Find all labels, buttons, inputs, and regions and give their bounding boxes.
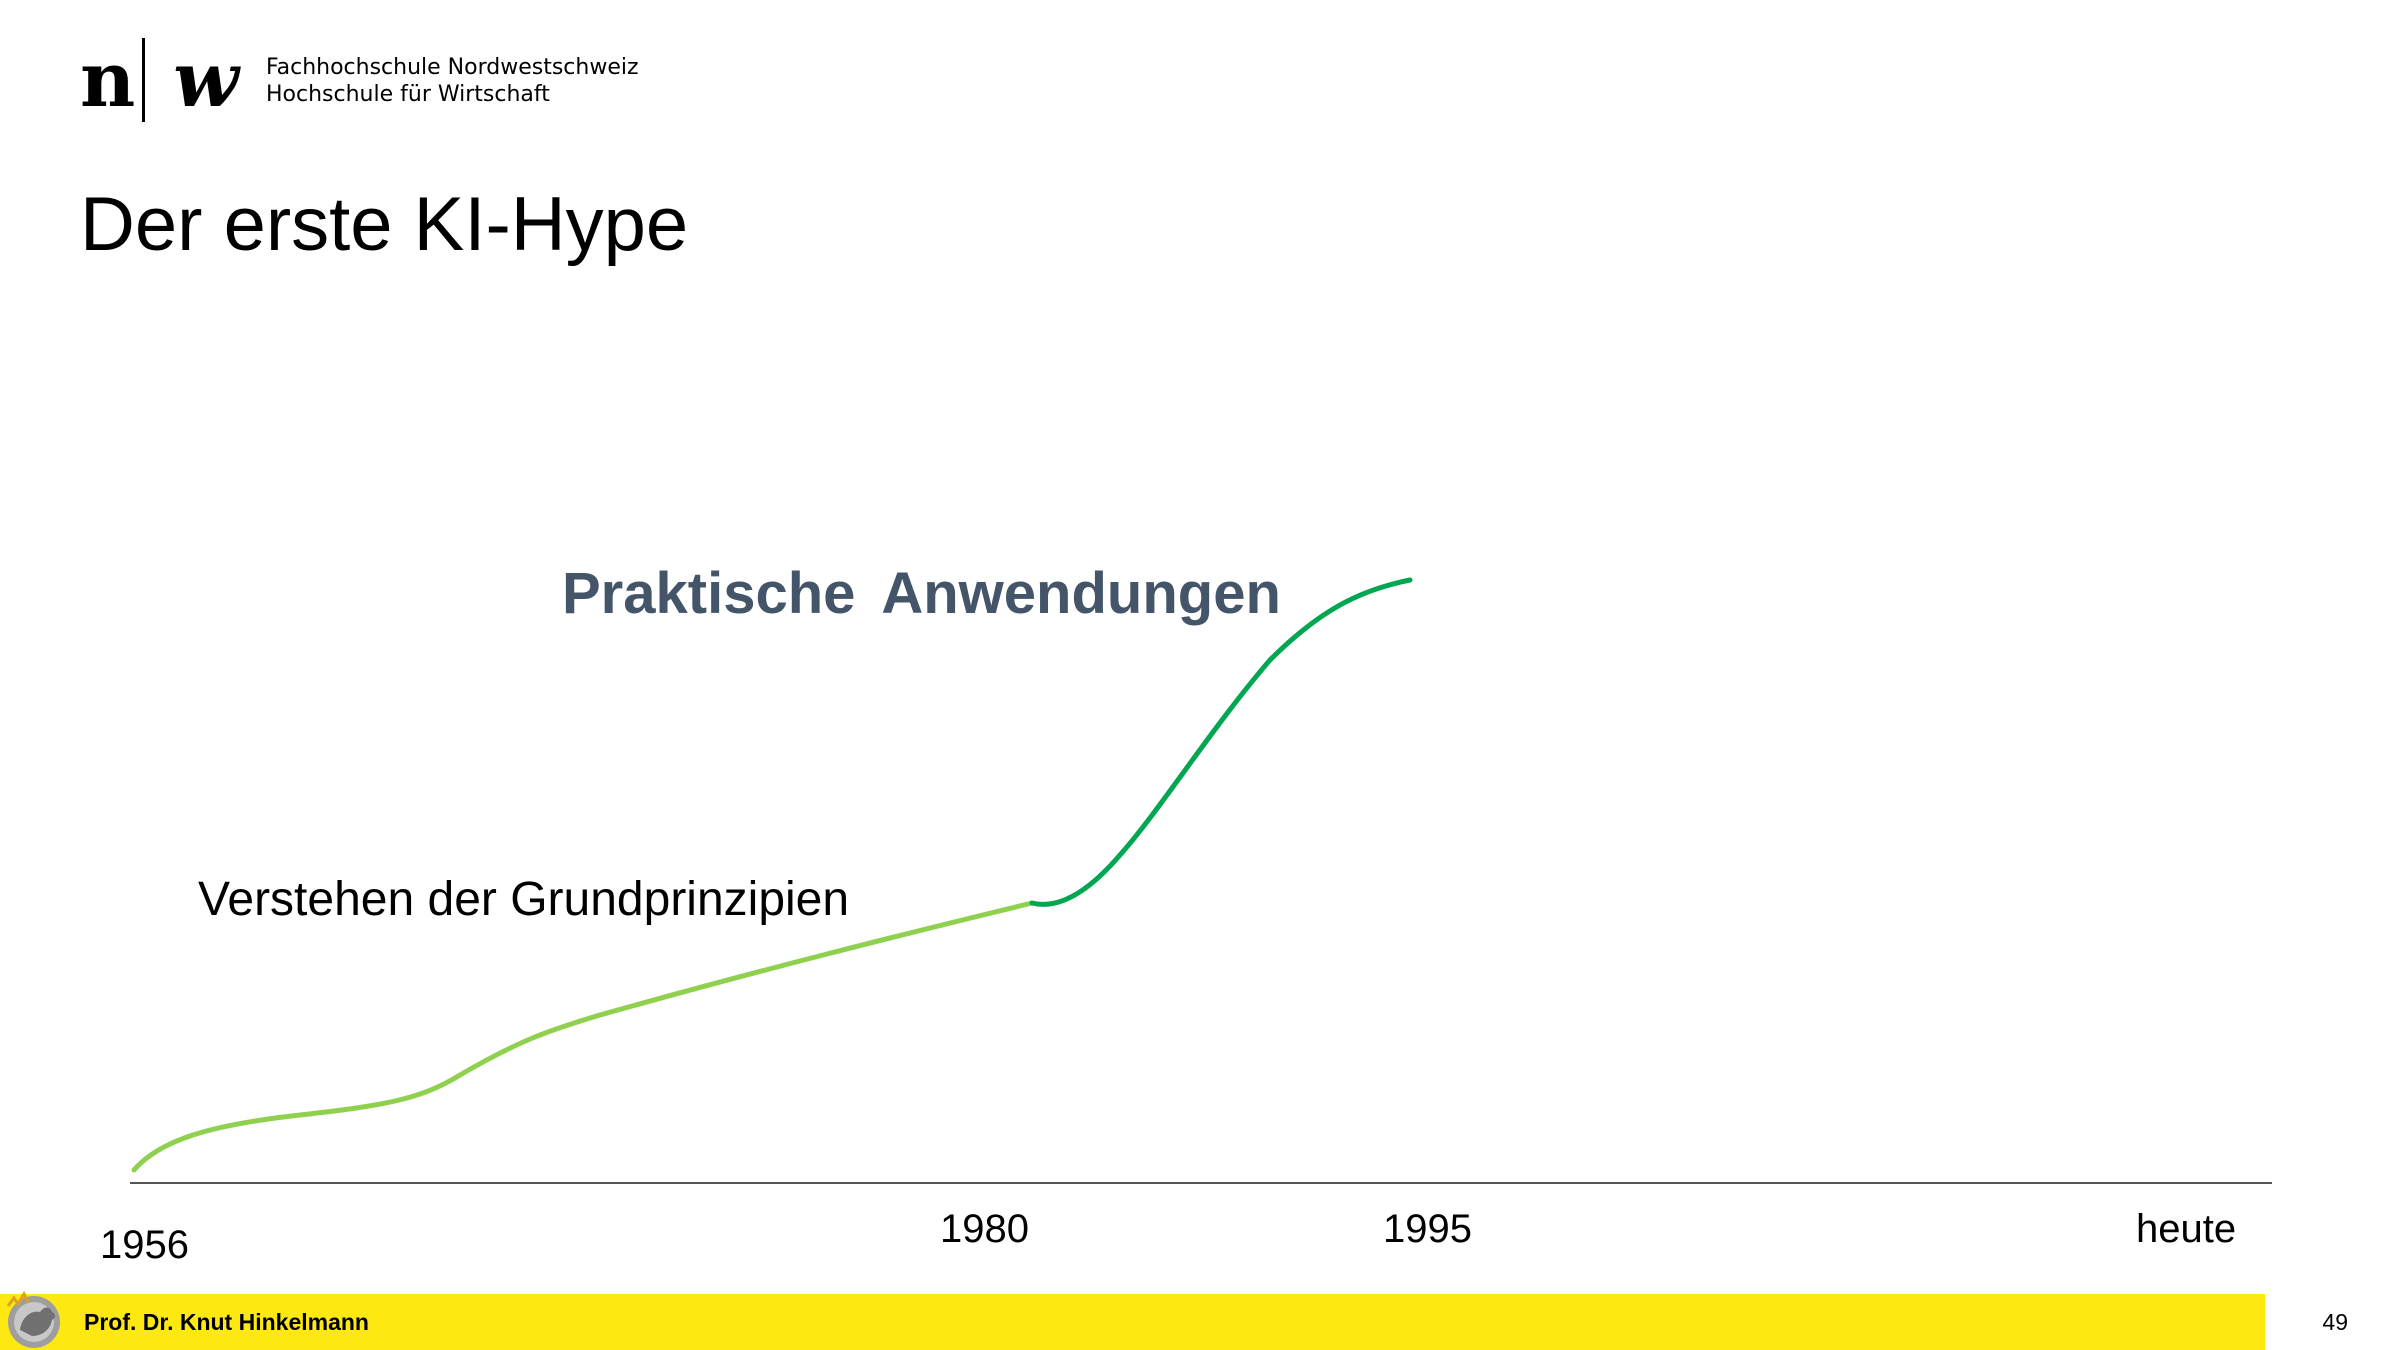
institution-line-1: Fachhochschule Nordwestschweiz bbox=[266, 55, 639, 80]
tick-1980: 1980 bbox=[940, 1207, 1029, 1251]
label-practical-applications: Praktische Anwendungen bbox=[562, 561, 1281, 626]
logo-letter-w: w bbox=[173, 35, 239, 124]
logo-divider bbox=[142, 38, 145, 122]
label-understanding-principles: Verstehen der Grundprinzipien bbox=[198, 873, 850, 926]
author-name: Prof. Dr. Knut Hinkelmann bbox=[84, 1309, 369, 1335]
logo-letter-n: n bbox=[80, 35, 136, 124]
tick-1995: 1995 bbox=[1383, 1207, 1472, 1251]
page-number: 49 bbox=[2322, 1309, 2348, 1335]
curve-phase-applications bbox=[1029, 577, 1413, 907]
tick-heute: heute bbox=[2136, 1207, 2237, 1251]
institution-name: Fachhochschule Nordwestschweiz Hochschul… bbox=[266, 54, 639, 108]
slide-title: Der erste KI-Hype bbox=[80, 182, 689, 267]
rooster-icon bbox=[6, 1290, 60, 1348]
tick-1956: 1956 bbox=[100, 1223, 189, 1267]
institution-line-2: Hochschule für Wirtschaft bbox=[266, 82, 550, 107]
footer-bar bbox=[0, 1294, 2265, 1350]
curve-phase-understanding bbox=[131, 900, 1035, 1173]
